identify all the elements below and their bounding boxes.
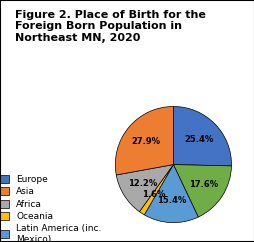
Wedge shape — [144, 165, 198, 223]
Wedge shape — [139, 165, 173, 215]
Text: 17.6%: 17.6% — [188, 180, 217, 189]
Text: 1.6%: 1.6% — [141, 190, 165, 199]
Text: 15.4%: 15.4% — [157, 196, 186, 205]
Text: 27.9%: 27.9% — [131, 137, 160, 146]
Wedge shape — [173, 106, 231, 166]
Text: Figure 2. Place of Birth for the
Foreign Born Population in
Northeast MN, 2020: Figure 2. Place of Birth for the Foreign… — [15, 10, 205, 43]
Text: 25.4%: 25.4% — [184, 135, 213, 144]
Text: 12.2%: 12.2% — [128, 179, 157, 188]
Wedge shape — [116, 165, 173, 212]
Wedge shape — [173, 165, 231, 217]
Wedge shape — [115, 106, 173, 175]
Legend: Europe, Asia, Africa, Oceania, Latin America (inc.
Mexico), North America: Europe, Asia, Africa, Oceania, Latin Ame… — [0, 171, 105, 242]
